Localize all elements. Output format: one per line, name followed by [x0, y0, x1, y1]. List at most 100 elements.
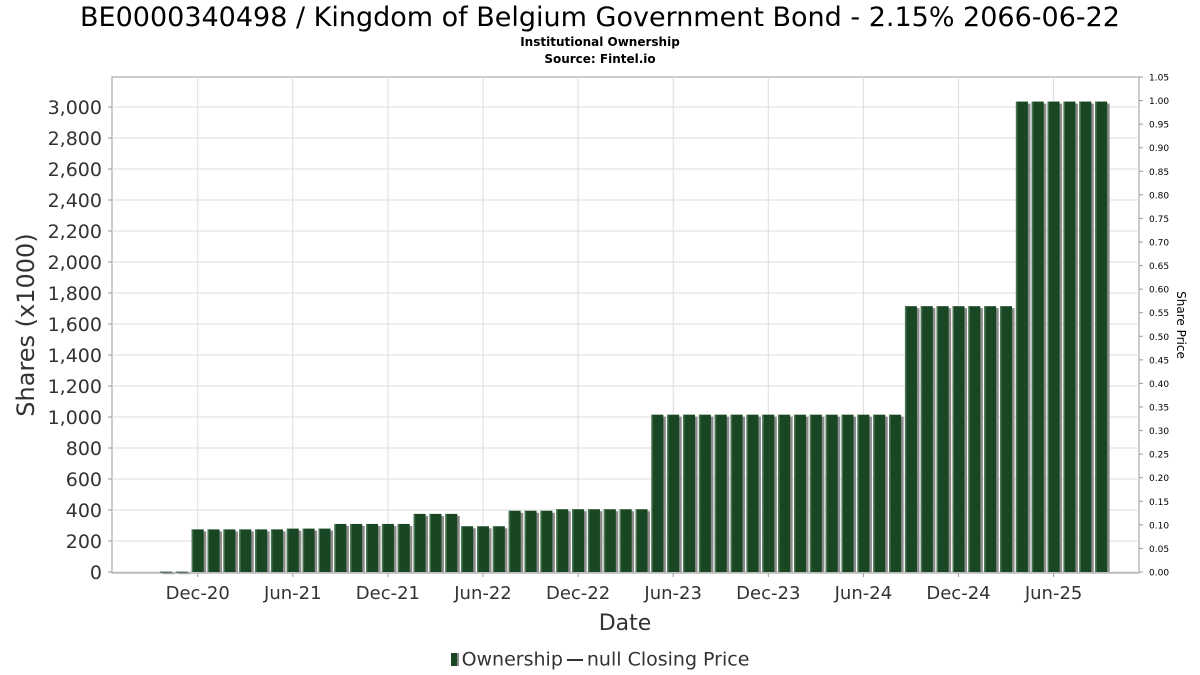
ownership-bar	[492, 526, 505, 572]
ownership-bar	[778, 414, 791, 572]
ownership-bar	[381, 523, 394, 572]
ownership-bar	[1095, 101, 1108, 572]
x-tick-label: Dec-24	[926, 583, 990, 604]
bar-shadow	[178, 573, 191, 575]
x-tick-label: Dec-23	[736, 583, 800, 604]
bar-highlight	[175, 571, 178, 573]
bar-highlight	[366, 523, 368, 572]
ownership-bar	[1063, 101, 1076, 572]
ownership-bar	[730, 414, 743, 572]
ownership-bar	[445, 513, 458, 572]
bar-highlight	[920, 306, 923, 572]
bar-highlight	[952, 306, 954, 572]
ownership-bar	[1079, 101, 1092, 572]
bar-highlight	[936, 306, 939, 572]
bar-highlight	[587, 509, 590, 572]
y2-tick-label: 0.65	[1149, 262, 1169, 272]
bar-shadow	[162, 573, 175, 575]
x-axis: Dec-20 Jun-21 Dec-21 Jun-22 Dec-22 Jun-23 Dec-…	[166, 573, 1083, 604]
y2-tick-label: 0.75	[1149, 215, 1169, 225]
ownership-bar	[952, 306, 965, 572]
ownership-bar	[698, 414, 711, 572]
y2-tick-label: 0.40	[1149, 380, 1169, 390]
y2-tick-label: 0.35	[1149, 404, 1169, 414]
bar-highlight	[492, 526, 495, 572]
ownership-bar	[175, 571, 188, 573]
ownership-bar	[1015, 101, 1028, 572]
ownership-bar	[191, 529, 204, 572]
x-tick-label: Dec-20	[166, 583, 230, 604]
ownership-bar	[318, 528, 331, 572]
y2-tick-label: 0.80	[1149, 191, 1169, 201]
bar-highlight	[619, 509, 622, 572]
x-tick-label: Jun-25	[1024, 583, 1083, 604]
bar-highlight	[397, 523, 400, 572]
y-axis-label: Shares (x1000)	[12, 233, 40, 416]
legend-price-swatch	[566, 658, 583, 661]
y-tick-label: 800	[66, 438, 102, 460]
ownership-bar	[366, 523, 379, 572]
y-tick-label: 0	[90, 562, 102, 584]
y2-tick-label: 0.95	[1149, 121, 1169, 131]
y2-tick-label: 0.90	[1149, 144, 1169, 154]
ownership-bar	[587, 509, 600, 572]
bar-highlight	[746, 414, 748, 572]
y2-tick-label: 0.30	[1149, 427, 1169, 437]
bar-highlight	[889, 414, 891, 572]
x-tick-label: Jun-23	[643, 583, 702, 604]
bar-highlight	[1095, 101, 1097, 572]
y-tick-label: 600	[66, 469, 102, 491]
bar-highlight	[635, 509, 637, 572]
bar-highlight	[286, 528, 289, 572]
ownership-bar	[1000, 306, 1013, 572]
bar-highlight	[730, 414, 733, 572]
bar-highlight	[207, 529, 210, 572]
bar-highlight	[651, 414, 653, 572]
y-tick-label: 2,400	[48, 190, 102, 212]
y2-tick-label: 0.60	[1149, 286, 1169, 296]
y-tick-label: 1,800	[48, 283, 102, 305]
bar-highlight	[445, 513, 447, 572]
ownership-bar	[572, 509, 585, 572]
y2-tick-label: 0.25	[1149, 451, 1169, 461]
ownership-bar	[524, 510, 537, 572]
y-tick-label: 2,600	[48, 159, 102, 181]
y2-axis: 0.00 0.05 0.10 0.15 0.20 0.25 0.30 0.35 0.40 0.45…	[1139, 74, 1169, 579]
ownership-bar	[477, 526, 489, 572]
ownership-bar	[762, 414, 775, 572]
bar-highlight	[683, 414, 685, 572]
bar-highlight	[809, 414, 812, 572]
bar-highlight	[270, 529, 273, 572]
bar-highlight	[302, 528, 305, 572]
x-tick-label: Jun-22	[453, 583, 512, 604]
bar-highlight	[603, 509, 606, 572]
legend: Ownership null Closing Price	[0, 648, 1200, 671]
bar-highlight	[334, 523, 336, 572]
y2-tick-label: 0.45	[1149, 356, 1169, 366]
ownership-bar	[286, 528, 299, 572]
bar-highlight	[968, 306, 970, 572]
ownership-bar	[619, 509, 632, 572]
ownership-bar	[841, 414, 854, 572]
ownership-bar	[239, 529, 252, 572]
bar-highlight	[778, 414, 780, 572]
chart-source: Source: Fintel.io	[544, 52, 656, 66]
ownership-bar	[603, 509, 616, 572]
legend-price-label: null Closing Price	[586, 648, 750, 671]
y2-tick-label: 0.50	[1149, 333, 1169, 343]
y2-tick-label: 0.00	[1149, 569, 1169, 579]
bar-highlight	[318, 528, 320, 572]
bar-highlight	[857, 414, 859, 572]
bar-highlight	[714, 414, 717, 572]
bar-highlight	[1063, 101, 1065, 572]
ownership-bar	[904, 306, 917, 572]
bar-highlight	[1079, 101, 1081, 572]
ownership-bar	[255, 529, 268, 572]
ownership-bar	[714, 414, 727, 572]
ownership-bar	[508, 510, 521, 572]
bar-highlight	[1031, 101, 1034, 572]
y2-tick-label: 0.15	[1149, 498, 1169, 508]
bars	[160, 101, 1110, 575]
ownership-bar	[413, 513, 426, 572]
